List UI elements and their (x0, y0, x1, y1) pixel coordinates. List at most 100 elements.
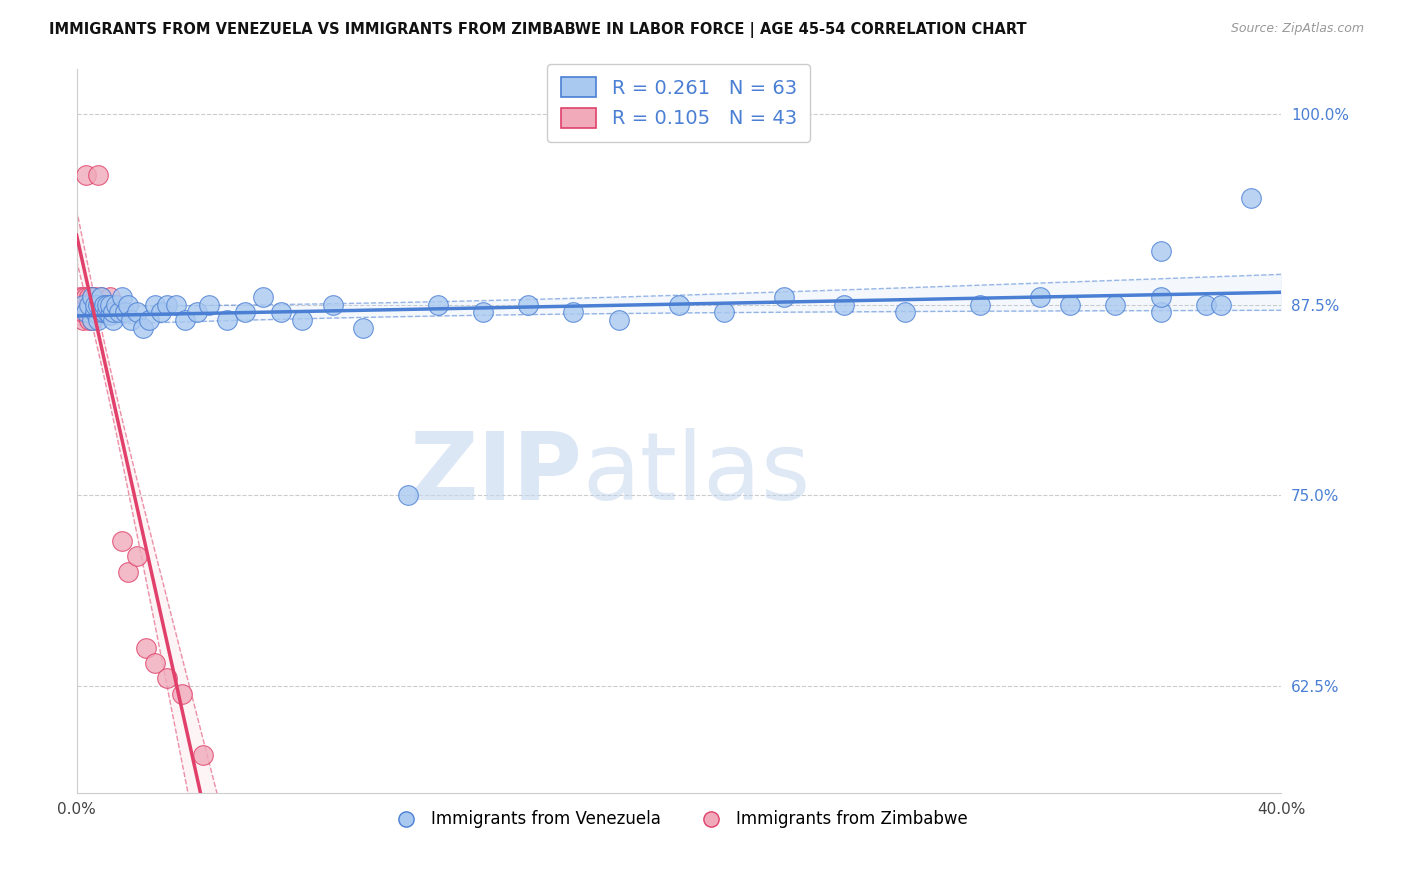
Point (135, 640, 157, 655)
Point (1149, 244, 1171, 259)
Point (75, 305, 97, 319)
Point (1104, 298, 1126, 312)
Point (186, 305, 208, 319)
Point (72, 298, 94, 312)
Point (90, 290, 112, 304)
Point (517, 298, 540, 312)
Point (77, 298, 100, 312)
Point (217, 313, 239, 327)
Point (1029, 290, 1052, 304)
Point (83, 305, 105, 319)
Point (104, 298, 127, 312)
Point (83, 298, 105, 312)
Point (893, 305, 915, 319)
Point (713, 305, 735, 319)
Point (77, 298, 100, 312)
Point (111, 290, 134, 304)
Point (77, 313, 100, 327)
Point (98, 290, 121, 304)
Legend: Immigrants from Venezuela, Immigrants from Zimbabwe: Immigrants from Venezuela, Immigrants fr… (382, 804, 974, 835)
Point (93, 305, 115, 319)
Point (72, 305, 94, 319)
Point (125, 549, 148, 564)
Point (86, 298, 108, 312)
Point (668, 298, 690, 312)
Point (90, 290, 112, 304)
Text: IMMIGRANTS FROM VENEZUELA VS IMMIGRANTS FROM ZIMBABWE IN LABOR FORCE | AGE 45-54: IMMIGRANTS FROM VENEZUELA VS IMMIGRANTS … (49, 22, 1026, 38)
Point (80, 290, 103, 304)
Point (80, 298, 103, 312)
Point (69, 298, 91, 312)
Point (86, 168, 108, 182)
Point (75, 305, 97, 319)
Point (270, 305, 292, 319)
Point (93, 298, 115, 312)
Point (1149, 290, 1171, 304)
Point (83, 298, 105, 312)
Point (69, 305, 91, 319)
Point (98, 298, 121, 312)
Point (80, 290, 103, 304)
Point (834, 298, 856, 312)
Point (101, 313, 124, 327)
Point (138, 313, 160, 327)
Point (198, 298, 221, 312)
Point (80, 313, 103, 327)
Point (104, 298, 127, 312)
Point (191, 747, 214, 762)
Point (773, 290, 796, 304)
Point (111, 534, 134, 549)
Point (75, 168, 97, 182)
Point (426, 298, 449, 312)
Point (96, 298, 118, 312)
Point (322, 298, 344, 312)
Point (165, 298, 187, 312)
Text: atlas: atlas (582, 428, 811, 520)
Point (1059, 298, 1081, 312)
Point (233, 305, 256, 319)
Text: Source: ZipAtlas.com: Source: ZipAtlas.com (1230, 22, 1364, 36)
Point (90, 305, 112, 319)
Point (114, 305, 136, 319)
Point (96, 305, 118, 319)
Point (1195, 298, 1218, 312)
Point (72, 313, 94, 327)
Point (93, 298, 115, 312)
Point (562, 305, 585, 319)
Point (96, 305, 118, 319)
Point (607, 313, 630, 327)
Point (93, 305, 115, 319)
Point (77, 305, 100, 319)
Point (96, 298, 118, 312)
Point (117, 298, 139, 312)
Point (86, 298, 108, 312)
Point (101, 305, 124, 319)
Point (107, 305, 129, 319)
Point (80, 313, 103, 327)
Point (170, 687, 193, 701)
Point (969, 298, 991, 312)
Point (1240, 191, 1263, 205)
Point (86, 305, 108, 319)
Point (86, 313, 108, 327)
Point (1209, 298, 1232, 312)
Point (69, 290, 91, 304)
Point (125, 305, 148, 319)
Point (83, 290, 105, 304)
Point (472, 305, 495, 319)
Point (98, 309, 121, 323)
Point (120, 313, 142, 327)
Point (72, 290, 94, 304)
Point (143, 656, 166, 670)
Point (174, 313, 197, 327)
Point (352, 320, 374, 334)
Point (90, 298, 112, 312)
Point (132, 320, 155, 334)
Point (291, 313, 314, 327)
Text: ZIP: ZIP (409, 428, 582, 520)
Point (75, 290, 97, 304)
Point (101, 305, 124, 319)
Point (252, 290, 274, 304)
Point (396, 488, 419, 502)
Point (83, 305, 105, 319)
